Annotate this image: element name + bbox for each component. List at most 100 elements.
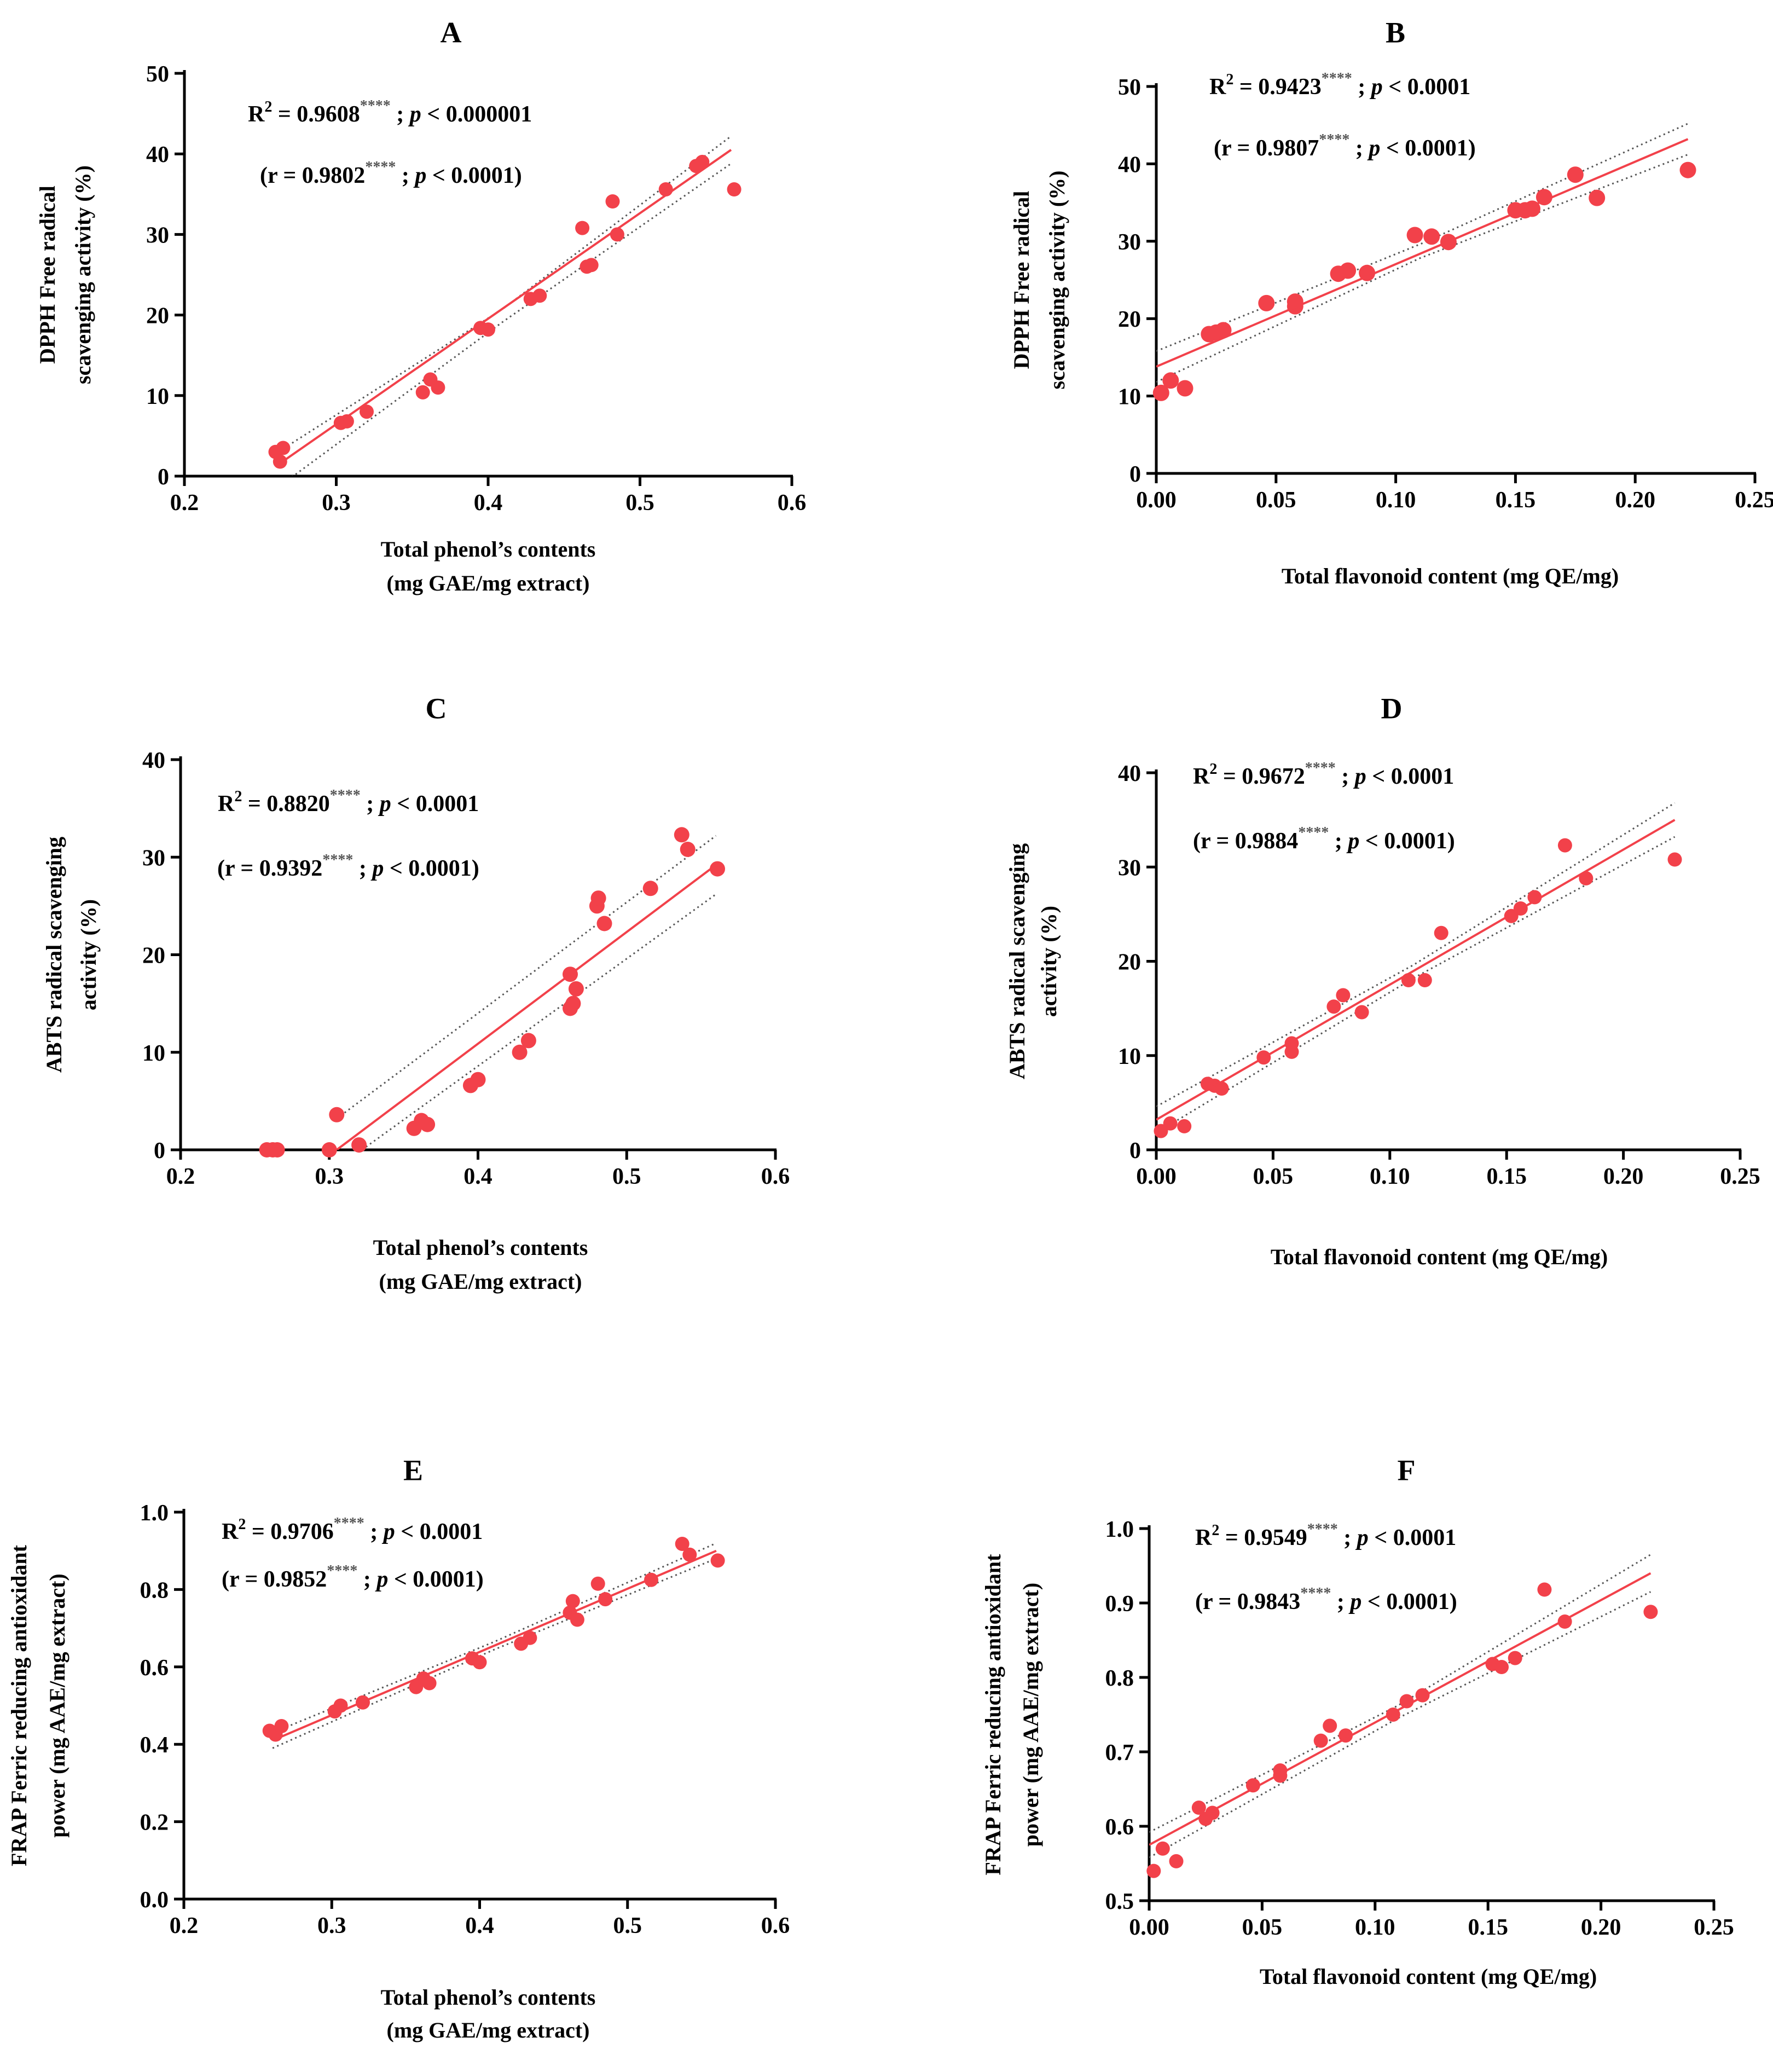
x-tick-label: 0.20 — [1581, 1915, 1621, 1940]
y-tick-label: 20 — [1118, 950, 1141, 975]
y-axis-label: DPPH Free radical — [35, 186, 60, 364]
data-point — [1667, 852, 1682, 867]
x-tick-label: 0.20 — [1615, 488, 1655, 513]
r-squared-annotation: R2 = 0.9608**** ; p < 0.000001 — [248, 97, 532, 127]
data-point — [727, 182, 741, 196]
x-tick-label: 0.15 — [1496, 488, 1536, 513]
x-tick-label: 0.5 — [612, 1164, 641, 1189]
data-point — [568, 981, 584, 997]
data-point — [360, 404, 374, 419]
data-point — [1354, 1005, 1369, 1020]
data-point — [415, 385, 430, 400]
y-tick-label: 40 — [146, 142, 169, 167]
data-point — [1162, 372, 1179, 389]
x-tick-label: 0.25 — [1720, 1164, 1760, 1189]
data-point — [1177, 1119, 1192, 1133]
x-tick-label: 0.15 — [1468, 1915, 1508, 1940]
x-tick-label: 0.3 — [322, 490, 351, 516]
data-point — [584, 258, 599, 273]
data-point — [1537, 1582, 1552, 1597]
data-point — [1191, 1801, 1206, 1815]
data-point — [1152, 384, 1169, 401]
x-axis-label: Total flavonoid content (mg QE/mg) — [1271, 1245, 1608, 1269]
panel-title: B — [1386, 16, 1405, 49]
x-tick-label: 0.6 — [778, 490, 807, 516]
x-tick-label: 0.5 — [613, 1913, 642, 1938]
data-point — [1258, 294, 1275, 311]
y-tick-label: 0 — [154, 1138, 165, 1164]
x-tick-label: 0.6 — [761, 1913, 790, 1938]
x-tick-label: 0.25 — [1694, 1915, 1734, 1940]
data-point — [1579, 871, 1594, 885]
data-point — [512, 1044, 528, 1060]
y-axis-label: scavenging activity (%) — [1045, 171, 1069, 390]
data-point — [1177, 380, 1193, 397]
y-tick-label: 0.2 — [140, 1810, 169, 1836]
x-tick-label: 0.00 — [1136, 488, 1177, 513]
data-point — [431, 380, 445, 395]
y-axis-label: DPPH Free radical — [1009, 191, 1034, 369]
data-point — [1155, 1841, 1170, 1856]
y-tick-label: 0 — [1129, 1138, 1141, 1164]
r-annotation: (r = 0.9392**** ; p < 0.0001) — [217, 852, 479, 881]
panel-f: F 0.00 0.05 0.10 0.15 0.20 0.25 0.5 0.6 0.7 0.8 0.9… — [981, 1454, 1734, 1989]
data-point — [695, 154, 710, 169]
x-axis-label: Total flavonoid content (mg QE/mg) — [1260, 1964, 1597, 1989]
y-tick-label: 0.0 — [140, 1888, 169, 1913]
data-point — [420, 1116, 436, 1132]
ci-upper-line — [275, 135, 732, 455]
data-point — [590, 890, 606, 906]
x-tick-label: 0.00 — [1129, 1915, 1169, 1940]
x-tick-label: 0.10 — [1370, 1164, 1410, 1189]
panel-d: D 0.00 0.05 0.10 0.15 0.20 0.25 0 10 20 30 40 ABTS r… — [1005, 692, 1760, 1269]
y-tick-label: 0.5 — [1105, 1889, 1134, 1914]
regression-line — [1156, 819, 1676, 1121]
x-tick-label: 0.4 — [465, 1913, 494, 1938]
data-point — [605, 194, 620, 209]
data-point — [596, 916, 612, 931]
data-point — [276, 441, 291, 455]
y-tick-label: 20 — [1118, 307, 1141, 332]
data-point — [1326, 999, 1341, 1014]
x-tick-label: 0.5 — [625, 490, 654, 516]
y-tick-label: 0 — [1129, 462, 1141, 487]
ci-lower-line — [292, 163, 732, 476]
x-tick-label: 0.20 — [1603, 1164, 1644, 1189]
x-axis-label: Total phenol’s contents — [381, 537, 596, 562]
regression-line — [1156, 138, 1689, 368]
data-point — [339, 414, 354, 429]
x-tick-label: 0.05 — [1256, 488, 1296, 513]
x-tick-label: 0.00 — [1136, 1164, 1177, 1189]
y-tick-label: 0.4 — [140, 1733, 169, 1758]
ci-lower-line — [272, 1558, 717, 1749]
x-axis-label: Total flavonoid content (mg QE/mg) — [1282, 564, 1619, 588]
x-tick-label: 0.6 — [761, 1164, 790, 1189]
x-tick-label: 0.2 — [170, 490, 199, 516]
x-tick-label: 0.2 — [166, 1164, 195, 1189]
data-point — [470, 1072, 486, 1087]
y-tick-label: 1.0 — [1105, 1517, 1134, 1542]
data-point — [1406, 227, 1423, 244]
y-tick-label: 0.9 — [1105, 1591, 1134, 1617]
data-point — [590, 1576, 605, 1591]
x-tick-label: 0.25 — [1735, 488, 1773, 513]
r-annotation: (r = 0.9843**** ; p < 0.0001) — [1195, 1585, 1457, 1614]
ci-upper-line — [1156, 802, 1676, 1108]
regression-line — [1149, 1572, 1652, 1846]
y-tick-label: 0.6 — [1105, 1815, 1134, 1840]
data-point — [1557, 838, 1572, 853]
data-point — [520, 1033, 536, 1049]
data-point — [321, 1142, 337, 1157]
ci-upper-line — [1156, 123, 1689, 352]
data-point — [1567, 166, 1584, 183]
panel-title: E — [403, 1454, 423, 1486]
panel-a: A 0.2 0.3 0.4 0.5 0.6 0 10 20 30 40 50 DPPH Free rad… — [35, 16, 806, 595]
y-tick-label: 30 — [1118, 855, 1141, 881]
y-tick-label: 0 — [158, 465, 169, 490]
ci-lower-line — [1156, 154, 1689, 383]
data-point — [1401, 973, 1416, 987]
data-point — [1643, 1605, 1658, 1619]
data-point — [269, 1142, 285, 1157]
x-tick-label: 0.05 — [1253, 1164, 1294, 1189]
